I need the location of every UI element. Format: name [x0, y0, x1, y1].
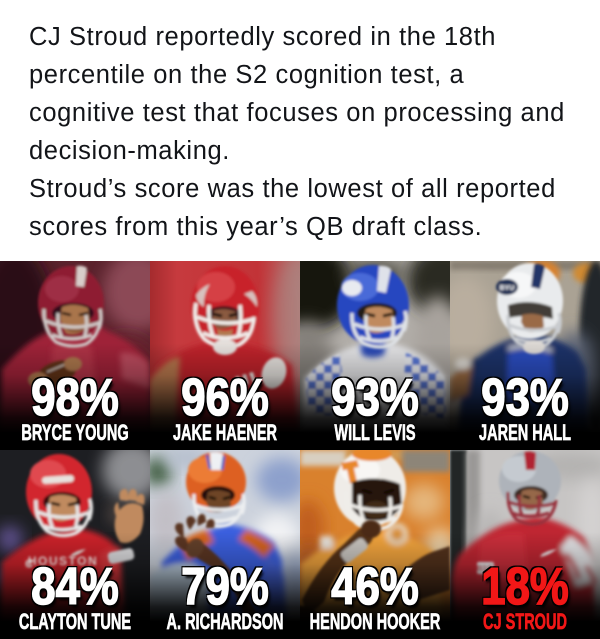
svg-text:BYU: BYU: [500, 285, 515, 292]
svg-text:HOUSTON: HOUSTON: [28, 554, 98, 568]
